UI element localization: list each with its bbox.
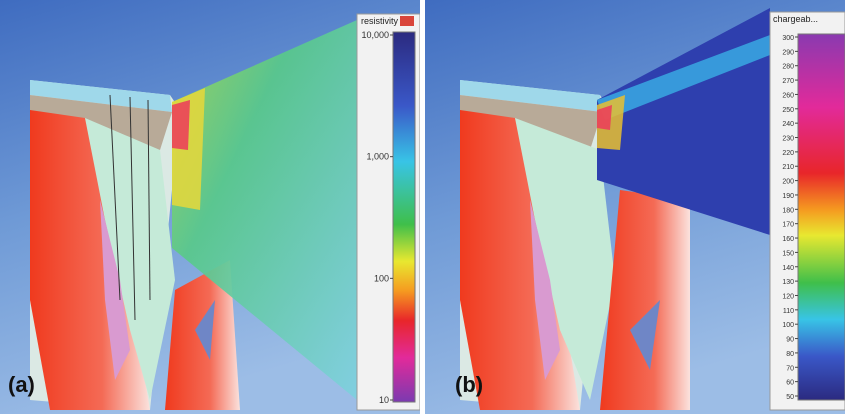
legend-tick-label: 70 [786,365,794,372]
close-button[interactable] [400,16,414,26]
legend-title: resistivity [361,16,399,26]
legend-tick-label: 50 [786,394,794,401]
legend-tick-label: 130 [782,279,794,286]
legend-tick-label: 240 [782,121,794,128]
legend-title: chargeab... [773,14,818,24]
legend-tick-label: 10,000 [361,30,389,40]
panel-label: (b) [455,372,483,397]
legend-tick-label: 290 [782,49,794,56]
legend-tick-label: 300 [782,35,794,42]
legend-tick-label: 10 [379,395,389,405]
legend-tick-label: 270 [782,78,794,85]
legend-tick-label: 60 [786,380,794,387]
legend-tick-label: 180 [782,207,794,214]
legend-tick-label: 1,000 [366,152,389,162]
legend-tick-label: 160 [782,236,794,243]
legend-tick-label: 170 [782,222,794,229]
legend-tick-label: 280 [782,64,794,71]
legend-tick-label: 260 [782,92,794,99]
legend-tick-label: 120 [782,293,794,300]
legend-tick-label: 110 [783,308,794,315]
legend-tick-label: 90 [786,337,794,344]
legend-a [357,14,420,410]
legend-tick-label: 100 [374,273,389,283]
legend-tick-label: 190 [782,193,794,200]
legend-tick-label: 80 [786,351,794,358]
legend-b [770,12,845,410]
legend-tick-label: 220 [782,150,794,157]
figure: (a) resistivity 10,000 1,000 100 10 (b) chargea… [0,0,845,414]
legend-tick-label: 150 [782,250,794,257]
legend-tick-label: 140 [782,265,794,272]
legend-tick-label: 100 [782,322,794,329]
legend-tick-label: 230 [782,136,794,143]
panel-label: (a) [8,372,35,397]
legend-tick-label: 200 [782,179,794,186]
legend-tick-label: 250 [782,107,794,114]
legend-tick-label: 210 [782,164,794,171]
